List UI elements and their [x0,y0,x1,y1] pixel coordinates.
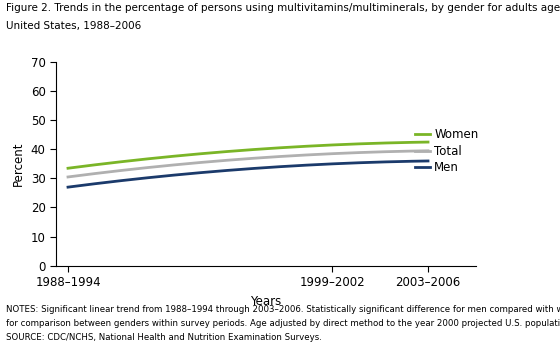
Text: SOURCE: CDC/NCHS, National Health and Nutrition Examination Surveys.: SOURCE: CDC/NCHS, National Health and Nu… [6,333,321,342]
Text: for comparison between genders within survey periods. Age adjusted by direct met: for comparison between genders within su… [6,319,560,328]
Text: United States, 1988–2006: United States, 1988–2006 [6,21,141,31]
Text: NOTES: Significant linear trend from 1988–1994 through 2003–2006. Statistically : NOTES: Significant linear trend from 198… [6,305,560,314]
X-axis label: Years: Years [250,295,282,308]
Text: Figure 2. Trends in the percentage of persons using multivitamins/multiminerals,: Figure 2. Trends in the percentage of pe… [6,3,560,13]
Legend: Women, Total, Men: Women, Total, Men [416,128,478,174]
Y-axis label: Percent: Percent [12,142,25,186]
